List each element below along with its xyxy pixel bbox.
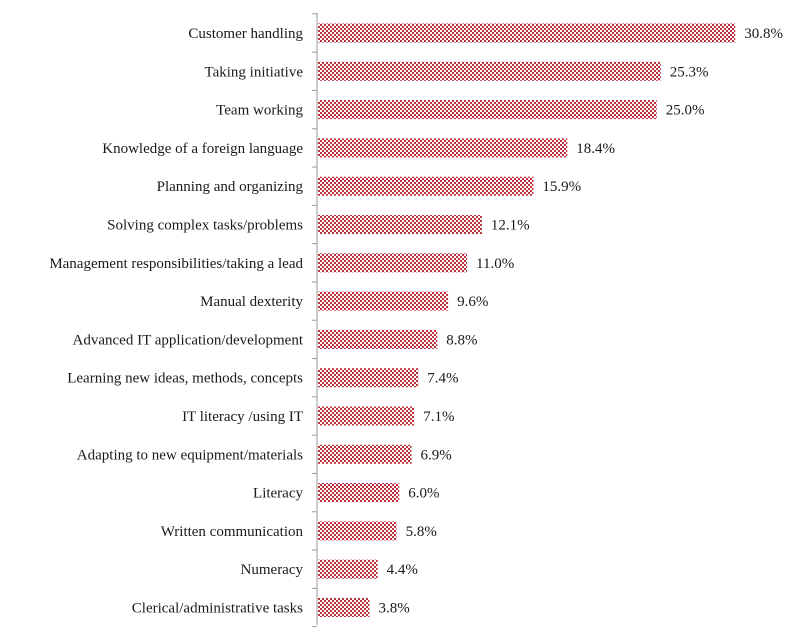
bar: [318, 215, 482, 234]
bar: [318, 368, 419, 388]
data-label: 11.0%: [476, 256, 514, 272]
data-label: 6.0%: [408, 486, 439, 502]
data-label: 3.8%: [378, 601, 409, 617]
data-label: 8.8%: [446, 332, 477, 348]
category-label: Adapting to new equipment/materials: [77, 447, 303, 463]
bar: [318, 23, 736, 43]
category-label: Written communication: [161, 524, 304, 540]
labels-layer: Customer handling 30.8% Taking initiative 2…: [49, 26, 783, 617]
category-label: IT literacy /using IT: [182, 409, 303, 425]
bar: [318, 406, 415, 426]
data-label: 7.4%: [427, 371, 458, 387]
bar: [318, 483, 400, 503]
bar: [318, 329, 438, 349]
data-label: 15.9%: [542, 179, 581, 195]
data-label: 18.4%: [576, 141, 615, 157]
bar: [318, 444, 412, 464]
bar: [318, 176, 534, 196]
data-label: 25.3%: [670, 64, 709, 80]
data-label: 12.1%: [491, 218, 530, 234]
data-label: 7.1%: [423, 409, 454, 425]
bars-layer: [318, 23, 736, 617]
category-label: Advanced IT application/development: [73, 332, 304, 348]
category-label: Numeracy: [241, 562, 304, 578]
category-label: Manual dexterity: [200, 294, 303, 310]
category-label: Knowledge of a foreign language: [102, 141, 303, 157]
category-label: Literacy: [253, 486, 303, 502]
bar: [318, 291, 449, 311]
bar: [318, 100, 657, 120]
category-label: Management responsibilities/taking a lea…: [49, 256, 303, 272]
data-label: 9.6%: [457, 294, 488, 310]
category-label: Planning and organizing: [157, 179, 304, 195]
category-label: Clerical/administrative tasks: [132, 601, 303, 617]
bar: [318, 61, 661, 81]
bar: [318, 559, 378, 579]
data-label: 4.4%: [387, 562, 418, 578]
category-label: Team working: [216, 103, 303, 119]
data-label: 5.8%: [406, 524, 437, 540]
category-label: Customer handling: [188, 26, 303, 42]
axis-layer: [312, 13, 318, 628]
bar: [318, 598, 370, 617]
category-label: Taking initiative: [204, 64, 303, 80]
bar: [318, 253, 468, 273]
category-label: Learning new ideas, methods, concepts: [67, 371, 303, 387]
data-label: 25.0%: [666, 103, 705, 119]
bar: [318, 521, 397, 541]
data-label: 30.8%: [744, 26, 783, 42]
category-label: Solving complex tasks/problems: [107, 218, 303, 234]
data-label: 6.9%: [420, 447, 451, 463]
bar: [318, 138, 568, 158]
